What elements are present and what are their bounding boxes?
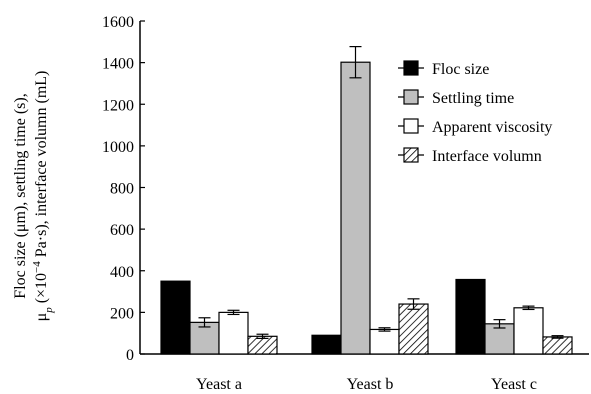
legend-label: Interface volumn [432,148,542,165]
bar-floc-size-2 [455,278,486,355]
legend-swatch [403,89,419,105]
bars [160,45,573,355]
y-axis-label-mid: (×10 [33,273,50,307]
x-tick-label: Yeast b [347,376,394,393]
x-tick-label: Yeast a [196,376,242,393]
y-axis-label-suffix: Pa·s), interface volumn (mL) [33,71,50,262]
bar-interface-volumn-2 [542,336,573,355]
y-tick-label: 1200 [102,97,134,114]
y-tick-label: 400 [110,264,134,281]
y-axis-label-line1: Floc size (μm), settling time (s), [12,93,29,298]
bar-interface-volumn-1 [398,303,429,355]
y-tick-label: 1400 [102,56,134,73]
y-tick-label: 200 [110,305,134,322]
svg-text:μp (×10−4 Pa·s), interface vol: μp (×10−4 Pa·s), interface volumn (mL) [31,71,55,322]
y-axis-label-mu: μ [33,313,50,322]
x-tick-label: Yeast c [491,376,537,393]
legend: Floc size Settling time Apparent viscosity… [398,60,552,165]
bar-floc-size-1 [311,334,342,355]
y-tick-label: 600 [110,222,134,239]
y-tick-label: 0 [126,347,134,364]
bar-apparent-viscosity-2 [513,307,544,355]
bar-apparent-viscosity-1 [369,328,400,355]
legend-swatch [403,60,419,76]
y-tick-label: 1600 [102,14,134,31]
legend-swatch [403,118,419,134]
svg-text:Floc size (μm), settling time: Floc size (μm), settling time (s), [12,93,29,298]
legend-swatch [403,147,419,163]
y-axis-label-sup: −4 [31,261,43,273]
bar-settling-time-1 [340,61,371,355]
legend-label: Apparent viscosity [432,119,552,136]
y-axis-label-sub: p [43,307,55,314]
y-axis-label: Floc size (μm), settling time (s), μp (×… [12,71,55,322]
y-tick-label: 1000 [102,139,134,156]
axes: 0 200 400 600 800 1000 1200 1400 1600 Yeast a Yeas… [102,14,589,393]
legend-label: Settling time [432,90,514,107]
bar-floc-size-0 [160,280,191,355]
legend-label: Floc size [432,61,489,78]
y-tick-label: 800 [110,181,134,198]
bar-apparent-viscosity-0 [218,311,249,355]
